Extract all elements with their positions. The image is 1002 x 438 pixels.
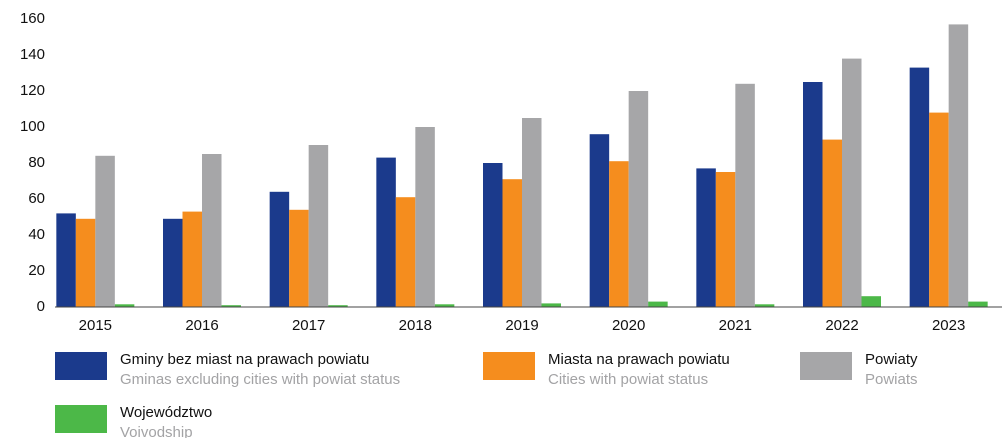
x-tick-label: 2020 (612, 317, 645, 334)
y-tick-label: 80 (28, 154, 45, 171)
bar (628, 91, 649, 307)
bar (483, 163, 503, 307)
bar (328, 305, 348, 307)
bar (95, 155, 115, 307)
bar (754, 304, 775, 307)
y-tick-label: 60 (28, 190, 45, 207)
bar (803, 82, 823, 307)
legend-label: Powiaty (865, 351, 918, 368)
y-tick-label: 140 (20, 46, 45, 63)
bar (909, 67, 930, 307)
legend-swatch (55, 352, 107, 380)
bar (434, 304, 455, 307)
bar (589, 134, 610, 307)
legend-sublabel: Powiats (865, 371, 918, 388)
legend-sublabel: Voivodship (120, 424, 193, 438)
bar (522, 118, 542, 307)
bar (289, 209, 309, 307)
y-tick-label: 160 (20, 10, 45, 27)
bar (202, 154, 222, 307)
bar (182, 211, 202, 307)
x-tick-label: 2018 (399, 317, 432, 334)
x-tick-label: 2019 (505, 317, 538, 334)
bar (75, 218, 96, 307)
bar (842, 58, 862, 307)
bar (163, 218, 183, 307)
legend-label: Województwo (120, 404, 212, 421)
bar (735, 83, 755, 307)
bar (968, 301, 988, 307)
bar (948, 24, 969, 308)
bar (376, 157, 396, 307)
legend-sublabel: Gminas excluding cities with powiat stat… (120, 371, 400, 388)
x-tick-label: 2022 (825, 317, 858, 334)
bar (696, 168, 716, 307)
legend-swatch (483, 352, 535, 380)
y-tick-label: 20 (28, 262, 45, 279)
y-tick-label: 40 (28, 226, 45, 243)
bar (221, 305, 241, 307)
x-tick-label: 2015 (79, 317, 112, 334)
legend-swatch (800, 352, 852, 380)
legend-sublabel: Cities with powiat status (548, 371, 708, 388)
x-tick-label: 2017 (292, 317, 325, 334)
bar (715, 172, 736, 307)
bar (114, 304, 135, 307)
bar (502, 179, 522, 307)
bar (56, 213, 76, 307)
bar (308, 145, 329, 307)
bar (648, 301, 668, 307)
y-tick-label: 120 (20, 82, 45, 99)
bar (541, 303, 561, 307)
x-tick-label: 2023 (932, 317, 965, 334)
bar (415, 127, 435, 307)
bar (269, 191, 290, 307)
bar (822, 139, 842, 307)
x-tick-label: 2021 (719, 317, 752, 334)
legend-swatch (55, 405, 107, 433)
bar (861, 296, 881, 307)
bar (609, 161, 629, 307)
y-tick-label: 0 (37, 298, 45, 315)
bar (395, 197, 416, 307)
bar (929, 112, 949, 307)
x-tick-label: 2016 (185, 317, 218, 334)
legend-label: Miasta na prawach powiatu (548, 351, 730, 368)
y-tick-label: 100 (20, 118, 45, 135)
legend-label: Gminy bez miast na prawach powiatu (120, 351, 369, 368)
